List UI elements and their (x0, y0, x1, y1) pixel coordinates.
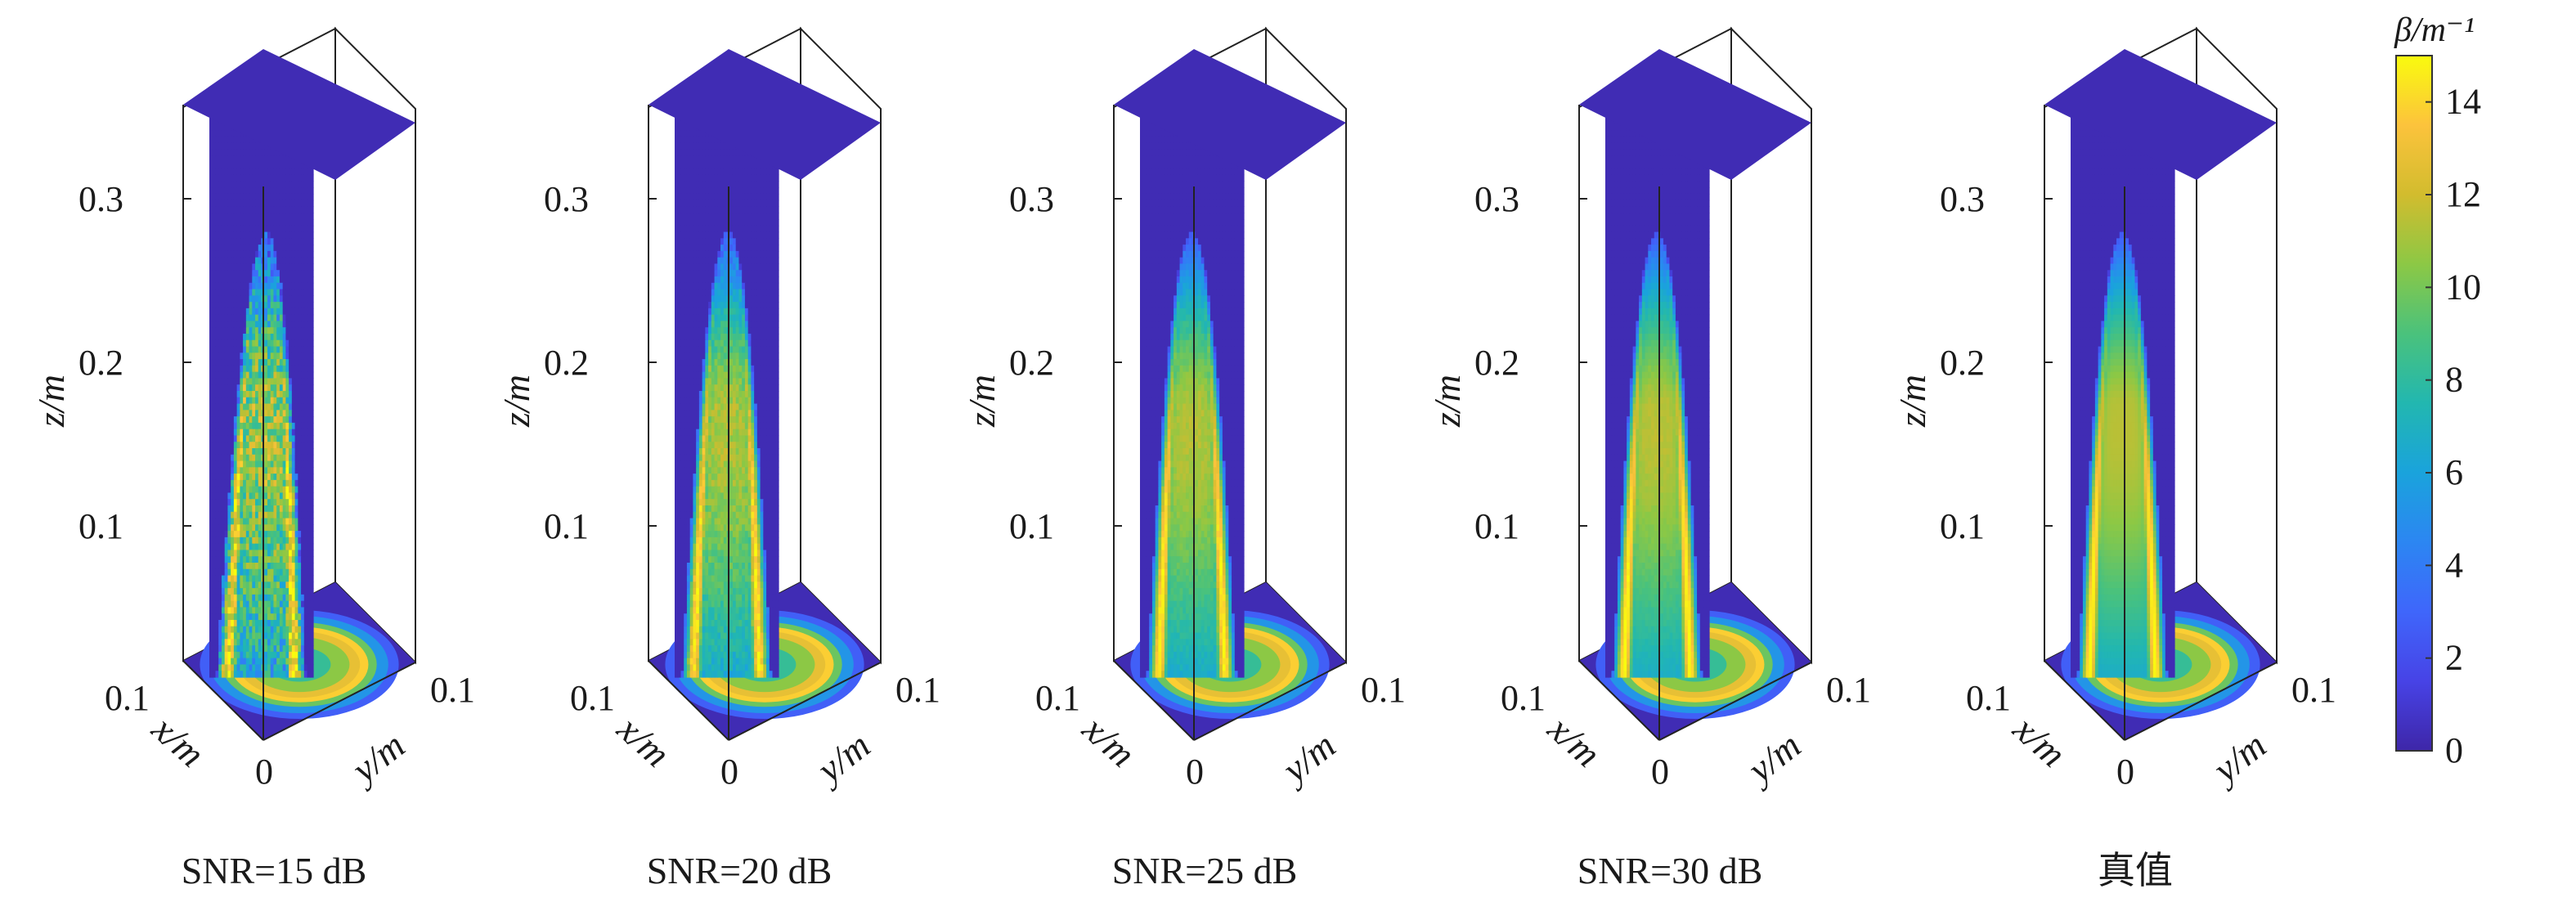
y-axis-label: y/m (1737, 724, 1808, 792)
panel-caption: 真值 (2098, 850, 2173, 891)
y-axis-line (2124, 662, 2278, 741)
colorbar-tick-label: 8 (2445, 360, 2463, 400)
vertical-slice (2071, 105, 2175, 678)
z-axis-label: z/m (1426, 375, 1468, 428)
x-axis-label: x/m (1540, 707, 1609, 775)
y-axis-label: y/m (341, 724, 412, 792)
z-tick-label: 0.1 (1009, 506, 1054, 546)
x-axis-label: x/m (1075, 707, 1143, 775)
z-tick-label: 0.1 (544, 506, 589, 546)
x-origin-label: 0 (720, 752, 738, 792)
z-tick-label: 0.2 (79, 343, 123, 383)
y-tick-label: 0.1 (895, 670, 940, 710)
panel: 0.10.20.3z/m0.1x/m 00.1y/m真值 (1892, 26, 2336, 891)
z-axis-label: z/m (1892, 375, 1933, 428)
colorbar-tick-label: 6 (2445, 452, 2463, 492)
vertical-slice (675, 105, 779, 678)
x-axis-line (182, 660, 264, 741)
colorbar-bar (2395, 55, 2433, 752)
x-axis-line (648, 660, 729, 741)
x-axis-label: x/m (2005, 707, 2074, 775)
x-axis-label: x/m (609, 707, 678, 775)
x-axis-line (1113, 660, 1195, 741)
x-tick-label: 0.1 (1035, 678, 1080, 718)
colorbar-tick-label: 0 (2445, 730, 2463, 770)
z-tick-label: 0.2 (1940, 343, 1985, 383)
x-origin-label: 0 (1186, 752, 1204, 792)
z-axis-label: z/m (496, 375, 537, 428)
panel-caption: SNR=15 dB (182, 850, 367, 891)
y-tick-label: 0.1 (430, 670, 475, 710)
back-wall-y (334, 26, 416, 665)
z-axis-label: z/m (961, 375, 1003, 428)
colorbar-tick-label: 2 (2445, 638, 2463, 678)
colorbar: β/m⁻¹ 0 2 4 6 8 10 12 14 (2394, 11, 2481, 770)
top-slice (183, 49, 415, 180)
colorbar-tick-label: 10 (2445, 267, 2481, 307)
x-origin-label: 0 (2116, 752, 2134, 792)
z-axis-label: z/m (30, 375, 72, 428)
z-tick-label: 0.2 (544, 343, 589, 383)
y-axis-line (263, 662, 416, 741)
x-tick-label: 0.1 (1966, 678, 2011, 718)
z-tick-label: 0.3 (1940, 179, 1985, 219)
z-tick-label: 0.3 (79, 179, 123, 219)
vertical-slice (209, 105, 314, 678)
x-axis-label: x/m (144, 707, 213, 775)
vertical-slice (1140, 105, 1245, 678)
vertical-slice (1605, 105, 1710, 678)
x-tick-label: 0.1 (1501, 678, 1546, 718)
z-tick-label: 0.1 (1474, 506, 1519, 546)
z-tick-label: 0.2 (1009, 343, 1054, 383)
panel-caption: SNR=20 dB (647, 850, 832, 891)
x-tick-label: 0.1 (570, 678, 615, 718)
top-slice (2044, 49, 2277, 180)
panel-caption: SNR=30 dB (1577, 850, 1763, 891)
z-tick-label: 0.3 (1009, 179, 1054, 219)
y-tick-label: 0.1 (1361, 670, 1406, 710)
top-slice (648, 49, 881, 180)
y-axis-label: y/m (1272, 724, 1343, 792)
y-axis-line (1658, 662, 1812, 741)
z-tick-label: 0.1 (79, 506, 123, 546)
top-slice (1114, 49, 1346, 180)
top-slice (1579, 49, 1811, 180)
z-tick-label: 0.3 (1474, 179, 1519, 219)
y-axis-label: y/m (806, 724, 877, 792)
colorbar-label: β/m⁻¹ (2394, 11, 2475, 49)
colorbar-tick-label: 12 (2445, 174, 2481, 214)
colorbar-ticks: 0 2 4 6 8 10 12 14 (2426, 82, 2481, 770)
y-axis-line (1193, 662, 1347, 741)
x-axis-line (2044, 660, 2125, 741)
z-tick-label: 0.2 (1474, 343, 1519, 383)
colorbar-tick-label: 4 (2445, 545, 2463, 585)
y-axis-line (728, 662, 882, 741)
y-tick-label: 0.1 (2291, 670, 2336, 710)
y-axis-label: y/m (2202, 724, 2273, 792)
x-origin-label: 0 (255, 752, 273, 792)
x-origin-label: 0 (1651, 752, 1669, 792)
panel-caption: SNR=25 dB (1112, 850, 1298, 891)
colorbar-tick-label: 14 (2445, 82, 2481, 122)
z-tick-label: 0.3 (544, 179, 589, 219)
z-tick-label: 0.1 (1940, 506, 1985, 546)
x-axis-line (1578, 660, 1660, 741)
back-wall-y (800, 26, 882, 665)
y-tick-label: 0.1 (1826, 670, 1871, 710)
back-wall-y (1265, 26, 1347, 665)
x-tick-label: 0.1 (105, 678, 150, 718)
